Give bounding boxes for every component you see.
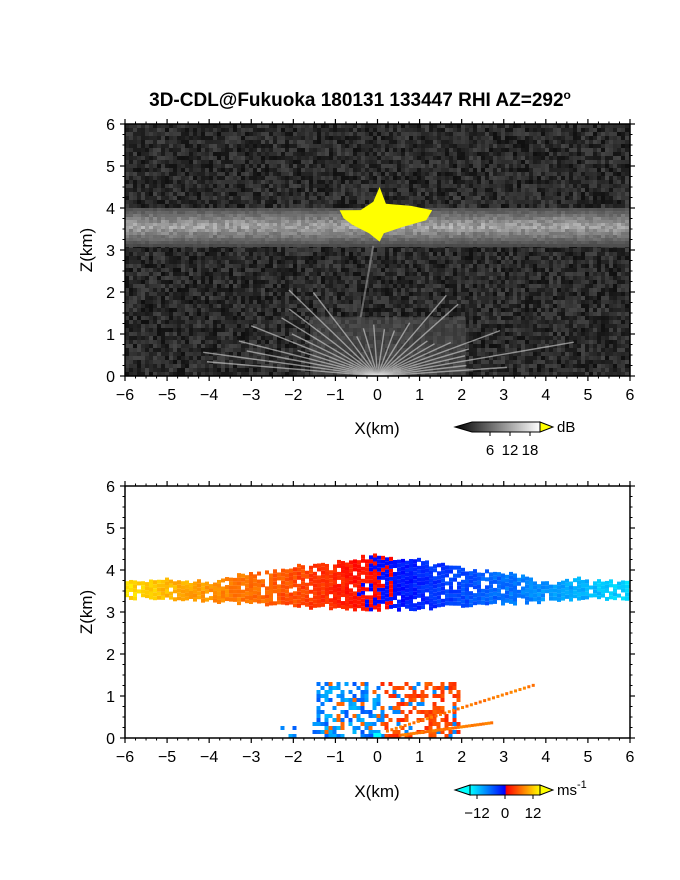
backscatter-colorbar: 6 12 18 dB: [453, 419, 575, 459]
velocity-colorbar-high-end: [539, 784, 555, 796]
backscatter-low-clutter: [203, 289, 574, 376]
backscatter-streak: [359, 245, 375, 318]
x-tick-label: 2: [457, 387, 466, 404]
y-tick-label: 1: [106, 689, 115, 706]
colorbar-tick-label: 18: [522, 442, 539, 459]
x-tick-label: 6: [626, 749, 635, 766]
x-tick-label: −1: [326, 387, 344, 404]
x-tick-label: 1: [415, 749, 424, 766]
velocity-colorbar: −12 0 12 ms-1: [453, 779, 587, 822]
x-tick-label: −1: [326, 749, 344, 766]
x-tick-label: 3: [499, 749, 508, 766]
x-tick-label: −4: [200, 749, 218, 766]
velocity-colorbar-unit-text: ms: [557, 782, 577, 799]
y-tick-label: 0: [106, 369, 115, 386]
y-tick-label: 4: [106, 563, 115, 580]
velocity-layer: [125, 553, 630, 612]
x-tick-label: −2: [284, 387, 302, 404]
velocity-colorbar-unit: ms-1: [557, 779, 587, 799]
backscatter-colorbar-ticks: 6 12 18: [486, 432, 539, 459]
colorbar-tick-label: 12: [525, 805, 542, 822]
y-tick-label: 6: [106, 479, 115, 496]
backscatter-ylabel: Z(km): [77, 228, 96, 272]
y-tick-label: 2: [106, 285, 115, 302]
velocity-colorbar-ticks: −12 0 12: [464, 795, 541, 822]
backscatter-saturated-core: [339, 187, 433, 242]
velocity-streaks: [385, 683, 535, 737]
velocity-colorbar-bar: [469, 784, 541, 796]
x-tick-label: −6: [116, 387, 134, 404]
velocity-colorbar-unit-exponent: -1: [577, 779, 587, 791]
colorbar-tick-label: −12: [464, 805, 489, 822]
y-tick-label: 3: [106, 605, 115, 622]
x-tick-label: 0: [373, 387, 382, 404]
y-tick-label: 6: [106, 117, 115, 134]
x-tick-label: −5: [158, 749, 176, 766]
backscatter-colorbar-unit: dB: [557, 419, 575, 436]
backscatter-colorbar-bar: [453, 421, 541, 433]
velocity-ylabel: Z(km): [77, 590, 96, 634]
velocity-data: [125, 553, 630, 738]
x-tick-label: 3: [499, 387, 508, 404]
velocity-panel: −6 −5 −4 −3 −2 −1 0 1 2 3 4 5 6 0 1 2 3 4 5 6 X(km) Z(km): [77, 479, 635, 801]
x-tick-label: −3: [242, 387, 260, 404]
y-tick-label: 0: [106, 731, 115, 748]
backscatter-xlabel: X(km): [354, 419, 399, 438]
backscatter-data: [125, 124, 630, 376]
x-tick-label: −6: [116, 749, 134, 766]
y-tick-label: 3: [106, 243, 115, 260]
x-tick-label: −4: [200, 387, 218, 404]
backscatter-colorbar-saturation: [539, 421, 555, 433]
x-tick-label: 6: [626, 387, 635, 404]
x-tick-label: 2: [457, 749, 466, 766]
chart-title-superscript: o: [564, 88, 571, 102]
colorbar-tick-label: 6: [486, 442, 494, 459]
y-tick-label: 5: [106, 521, 115, 538]
x-tick-label: 5: [583, 749, 592, 766]
y-tick-label: 5: [106, 159, 115, 176]
chart-title: 3D-CDL@Fukuoka 180131 133447 RHI AZ=292o: [149, 88, 571, 111]
x-tick-label: 0: [373, 749, 382, 766]
velocity-xlabel: X(km): [354, 782, 399, 801]
velocity-origin-echo: [373, 732, 382, 738]
x-tick-label: −3: [242, 749, 260, 766]
x-tick-label: −5: [158, 387, 176, 404]
colorbar-tick-label: 0: [501, 805, 509, 822]
chart-title-text: 3D-CDL@Fukuoka 180131 133447 RHI AZ=292: [149, 90, 563, 111]
x-tick-label: 5: [583, 387, 592, 404]
y-tick-label: 2: [106, 647, 115, 664]
x-tick-label: 4: [541, 749, 550, 766]
backscatter-axes: −6 −5 −4 −3 −2 −1 0 1 2 3 4 5 6 0 1 2 3 4 5 6: [106, 117, 635, 404]
y-tick-label: 4: [106, 201, 115, 218]
x-tick-label: −2: [284, 749, 302, 766]
backscatter-panel: −6 −5 −4 −3 −2 −1 0 1 2 3 4 5 6 0 1 2 3 4 5 6 X(km) Z(km): [77, 117, 635, 438]
x-tick-label: 1: [415, 387, 424, 404]
velocity-axes: −6 −5 −4 −3 −2 −1 0 1 2 3 4 5 6 0 1 2 3 4 5 6: [106, 479, 635, 766]
x-tick-label: 4: [541, 387, 550, 404]
colorbar-tick-label: 12: [502, 442, 519, 459]
y-tick-label: 1: [106, 327, 115, 344]
velocity-colorbar-low-end: [453, 784, 471, 796]
